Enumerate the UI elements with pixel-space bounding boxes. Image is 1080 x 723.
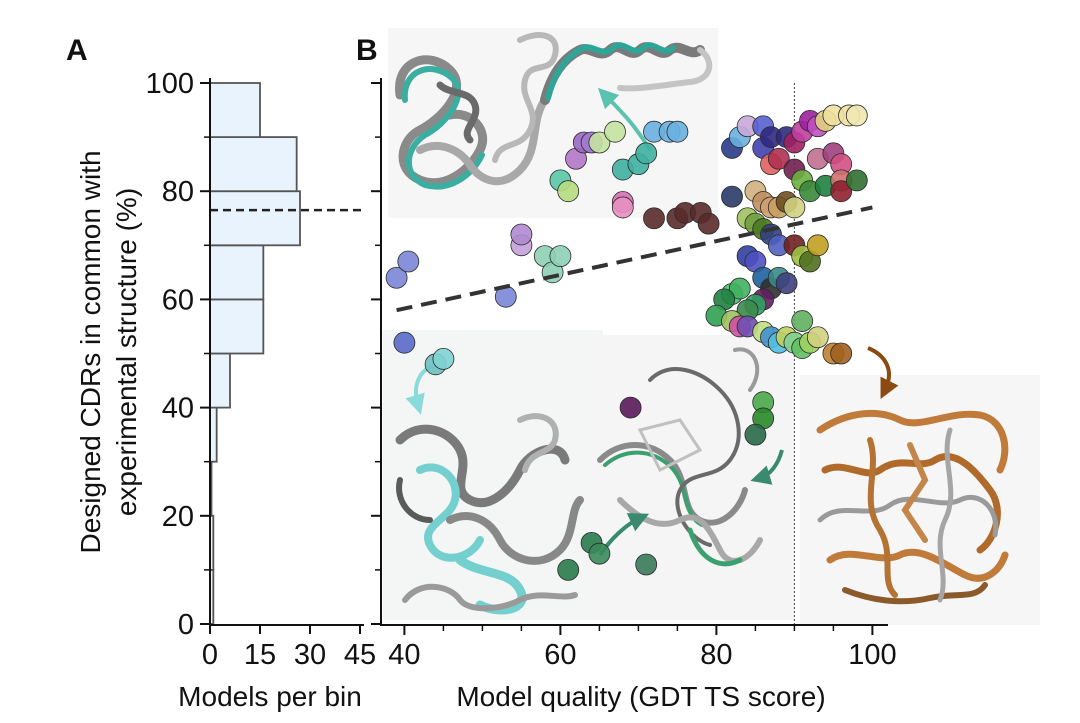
scatter-point xyxy=(557,559,580,581)
scatter-point xyxy=(744,423,767,446)
protein-structure-bottom-right-image xyxy=(816,409,1009,605)
scatter-tick-labels: 40 60 80 100 xyxy=(388,639,896,671)
scatter-point xyxy=(728,277,751,300)
scatter-point xyxy=(635,553,658,576)
histogram-x-tick-label: 0 xyxy=(202,639,218,671)
histogram-bar xyxy=(209,190,301,247)
panel-label-a: A xyxy=(66,34,88,67)
trend-dashed-line xyxy=(396,205,873,313)
scatter-point xyxy=(385,266,408,289)
scatter-point xyxy=(432,348,455,370)
scatter-point xyxy=(588,131,611,154)
brown-arrow xyxy=(867,346,899,399)
histogram-y-axis-title-line2: experimental structure (%) xyxy=(111,188,142,516)
histogram-bar xyxy=(209,82,261,138)
scatter-x-axis-title: Model quality (GDT TS score) xyxy=(456,681,825,712)
histogram-bar xyxy=(209,136,298,193)
scatter-point xyxy=(791,310,814,332)
scatter-point xyxy=(721,185,743,208)
histogram-axes xyxy=(200,78,364,634)
protein-structure-bottom-left-image xyxy=(395,413,584,615)
scatter-panel: 40 60 80 100 Model quality (GDT TS score) xyxy=(371,28,1040,712)
scatter-point xyxy=(557,180,580,203)
scatter-point xyxy=(510,223,533,246)
scatter-x-tick-label: 100 xyxy=(848,639,896,671)
scatter-point xyxy=(783,196,806,219)
scatter-axes xyxy=(371,78,888,635)
histogram-y-axis-title-line1: Designed CDRs in common with xyxy=(75,150,106,553)
histogram-y-tick-label: 20 xyxy=(162,501,194,533)
protein-structure-bottom-middle-image xyxy=(597,347,763,567)
histogram-y-tick-label: 80 xyxy=(162,176,194,208)
histogram-x-tick-label: 45 xyxy=(344,639,376,671)
scatter-point xyxy=(643,207,665,230)
scatter-point xyxy=(604,120,626,143)
histogram-bars xyxy=(209,82,301,625)
scatter-x-tick-label: 60 xyxy=(544,639,576,671)
green-arrow-right xyxy=(750,449,784,485)
scatter-x-tick-label: 80 xyxy=(700,639,732,671)
histogram-x-tick-label: 15 xyxy=(244,639,276,671)
scatter-point xyxy=(619,396,642,419)
scatter-point xyxy=(588,542,611,565)
histogram-y-tick-label: 40 xyxy=(162,393,194,425)
histogram-bar xyxy=(209,352,231,409)
protein-structure-top-image xyxy=(395,32,713,190)
histogram-x-tick-label: 30 xyxy=(294,639,326,671)
scatter-point xyxy=(611,196,634,219)
scatter-point xyxy=(775,272,798,295)
scatter-point xyxy=(697,212,720,235)
scatter-point xyxy=(845,104,868,127)
scatter-point xyxy=(666,120,689,143)
histogram-panel: 0 20 40 60 80 100 0 15 30 45 Models per bin Desig… xyxy=(75,68,376,712)
scatter-point xyxy=(393,331,416,354)
histogram-bar xyxy=(209,244,265,301)
scatter-point xyxy=(767,147,790,170)
histogram-tick-labels: 0 20 40 60 80 100 0 15 30 45 xyxy=(146,68,377,671)
scatter-point xyxy=(845,169,868,192)
scatter-point xyxy=(549,245,572,268)
scatter-x-tick-label: 40 xyxy=(388,639,420,671)
scatter-point xyxy=(635,142,658,165)
histogram-x-axis-title: Models per bin xyxy=(178,681,362,712)
scatter-point xyxy=(397,250,420,273)
histogram-y-tick-label: 100 xyxy=(146,68,194,100)
scatter-point xyxy=(806,234,829,257)
scatter-point xyxy=(830,342,853,365)
panel-label-b: B xyxy=(356,34,378,67)
scatter-point xyxy=(830,180,853,203)
histogram-bar xyxy=(209,298,265,355)
scatter-points xyxy=(385,104,868,581)
histogram-y-tick-label: 0 xyxy=(178,609,194,641)
scatter-point xyxy=(806,326,829,349)
histogram-y-tick-label: 60 xyxy=(162,284,194,316)
